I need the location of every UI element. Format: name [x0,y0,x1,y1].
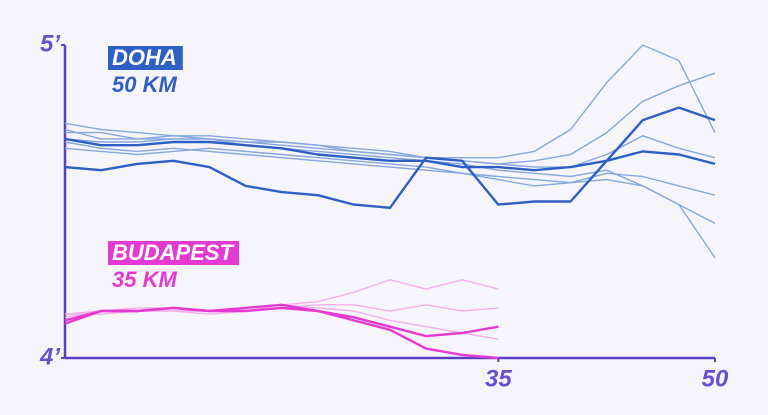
y-tick-label: 5’ [40,30,60,57]
x-tick-label: 35 [485,365,512,392]
label-box [108,241,240,265]
pace-line [64,306,499,360]
race-distance: 35 KM [112,267,177,292]
pace-line [64,137,716,172]
y-tick-label: 4’ [39,343,60,370]
race-name: DOHA [112,45,177,70]
race-distance: 50 KM [112,72,177,97]
pace-line [64,135,716,168]
x-tick-label: 50 [702,365,729,392]
pace-line [64,141,716,225]
race-name: BUDAPEST [112,240,235,265]
pace-line [65,72,716,165]
pace-line [64,147,716,196]
label-box [108,46,183,70]
